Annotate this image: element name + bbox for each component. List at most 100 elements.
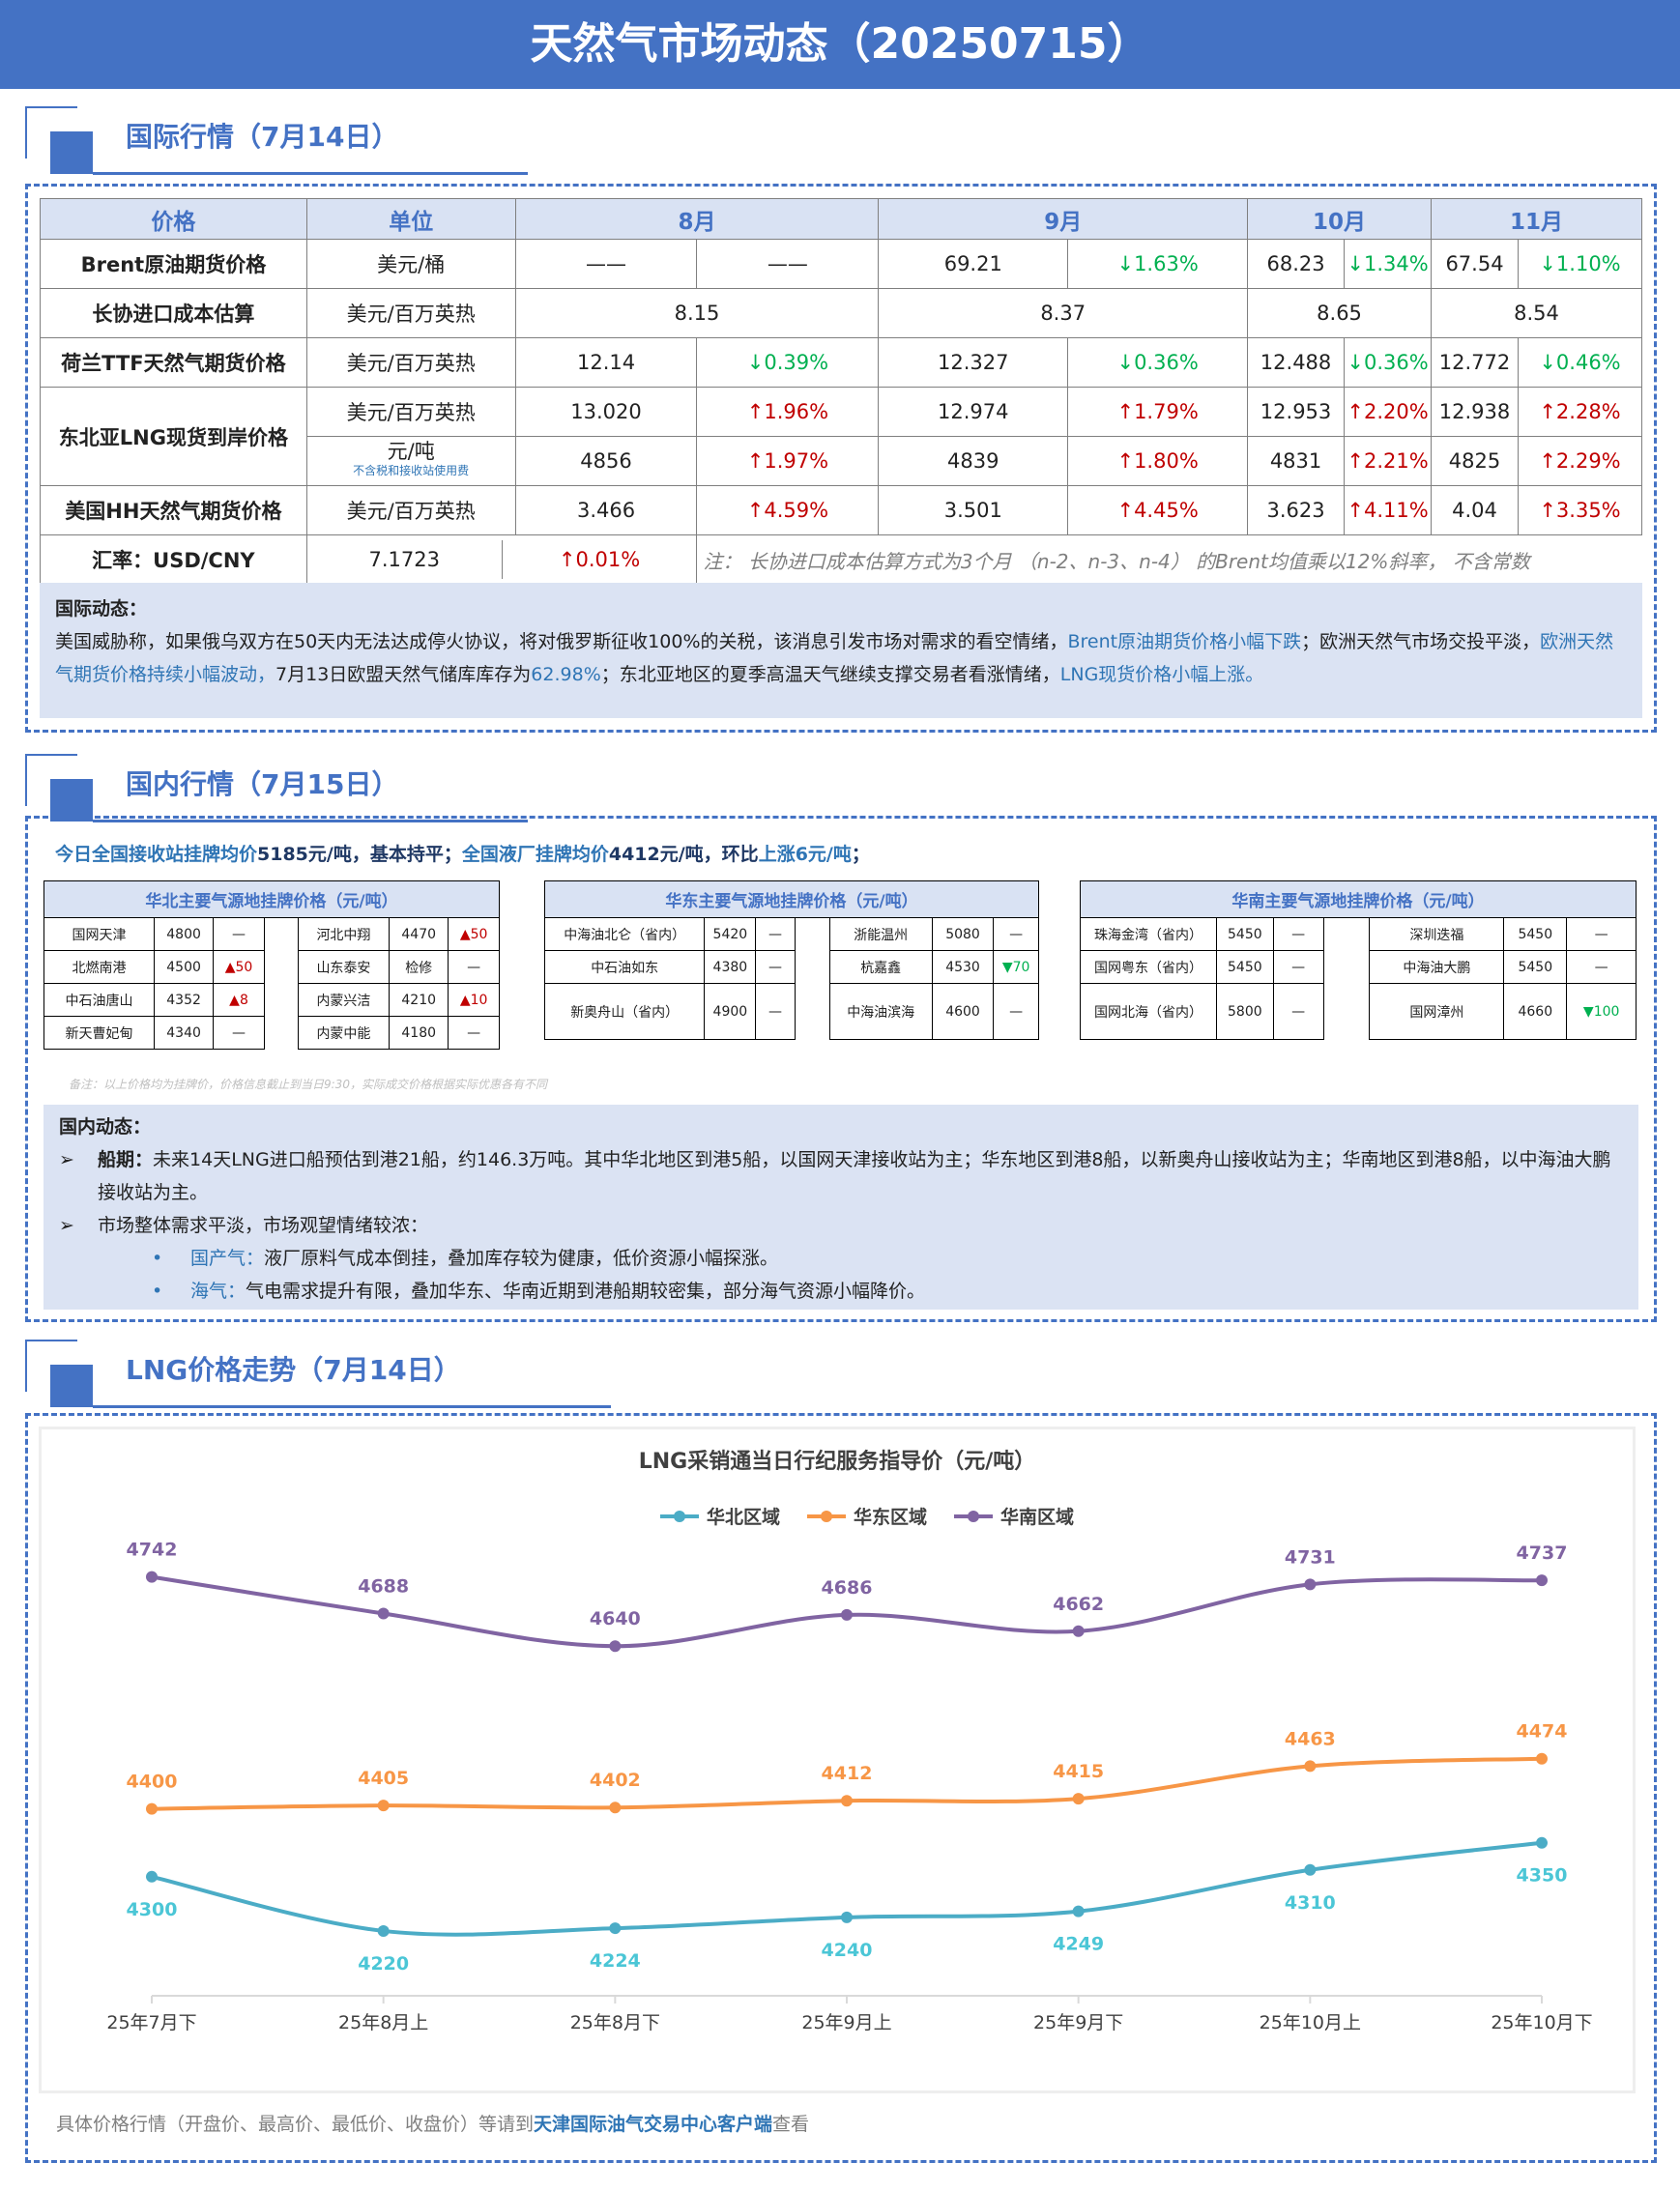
north-price-table: 华北主要气源地挂牌价格（元/吨） 国网天津 4800— 河北中翔 4470 ▲50 北燃南… xyxy=(43,880,500,1050)
data-label: 4310 xyxy=(1285,1892,1336,1914)
table-gap xyxy=(263,917,299,951)
table-cell: — xyxy=(213,917,265,951)
data-point xyxy=(1536,1752,1548,1765)
table-cell: 4800 xyxy=(153,917,215,951)
col-oct: 10月 xyxy=(1247,198,1433,240)
row-hh: 美国HH天然气期货价格 美元/百万英热 3.466 ↑4.59% 3.501 ↑… xyxy=(40,485,1643,535)
table-cell: 4530 xyxy=(931,950,995,984)
col-sep: 9月 xyxy=(878,198,1249,240)
table-cell: 检修 xyxy=(389,950,449,984)
table-row: 新天曹妃甸 4340— 内蒙中能 4180— xyxy=(43,1016,500,1050)
table-cell: ▲8 xyxy=(213,983,265,1017)
table-cell: 新奥舟山（省内） xyxy=(543,983,706,1040)
data-label: 4405 xyxy=(358,1768,409,1789)
table-cell: — xyxy=(213,1016,265,1050)
table-cell: 国网北海（省内） xyxy=(1079,983,1218,1040)
col-nov: 11月 xyxy=(1431,198,1642,240)
table-cell: 4352 xyxy=(153,983,215,1017)
table-cell: — xyxy=(755,917,796,951)
data-point xyxy=(1072,1793,1085,1805)
table-row: 国网粤东（省内） 5450— 中海油大鹏 5450— xyxy=(1079,950,1637,984)
row-brent: Brent原油期货价格 美元/桶 —— —— 69.21 ↓1.63% 68.2… xyxy=(40,239,1643,289)
data-label: 4400 xyxy=(127,1772,178,1793)
table-cell: 5450 xyxy=(1503,950,1568,984)
lng-price-chart: LNG采销通当日行纪服务指导价（元/吨） 华北区域 华东区域 华南区域 25年7月下 25… xyxy=(39,1427,1636,2093)
table-cell: 中石油唐山 xyxy=(43,983,155,1017)
legend-marker xyxy=(674,1511,685,1522)
data-label: 4415 xyxy=(1053,1761,1104,1782)
table-cell: 中海油大鹏 xyxy=(1369,950,1505,984)
table-cell: 国网漳州 xyxy=(1369,983,1505,1040)
data-point xyxy=(146,1571,158,1583)
table-cell: 4470 xyxy=(389,917,449,951)
x-tick-label: 25年7月下 xyxy=(106,2012,196,2033)
row-cost: 长协进口成本估算 美元/百万英热 8.15 8.37 8.65 8.54 xyxy=(40,288,1642,338)
data-label: 4688 xyxy=(358,1576,409,1598)
section-title: 国内行情（7月15日） xyxy=(126,768,399,800)
data-label: 4350 xyxy=(1517,1865,1568,1887)
row-ttf: 荷兰TTF天然气期货价格 美元/百万英热 12.14 ↓0.39% 12.327… xyxy=(40,337,1643,388)
table-gap xyxy=(263,1016,299,1050)
table-cell: 河北中翔 xyxy=(297,917,391,951)
data-point xyxy=(1072,1905,1085,1917)
table-cell: ▼100 xyxy=(1566,983,1637,1040)
table-row: 中石油唐山 4352 ▲8 内蒙兴洁 4210 ▲10 xyxy=(43,983,500,1017)
table-cell: — xyxy=(993,917,1039,951)
data-point xyxy=(609,1640,622,1653)
table-cell: 5080 xyxy=(931,917,995,951)
x-tick-label: 25年10月上 xyxy=(1260,2012,1361,2033)
table-gap xyxy=(794,950,830,984)
footer-note: 具体价格行情（开盘价、最高价、最低价、收盘价）等请到天津国际油气交易中心客户端查… xyxy=(56,2114,810,2135)
data-label: 4737 xyxy=(1517,1542,1568,1564)
data-label: 4220 xyxy=(358,1953,409,1975)
table-cell: — xyxy=(448,1016,500,1050)
table-cell: 内蒙兴洁 xyxy=(297,983,391,1017)
data-label: 4240 xyxy=(822,1940,873,1961)
table-gap xyxy=(263,950,299,984)
table-row: 国网北海（省内） 5800— 国网漳州 4660 ▼100 xyxy=(1079,983,1637,1040)
data-point xyxy=(377,1800,390,1812)
section-title: LNG价格走势（7月14日） xyxy=(126,1354,461,1386)
page-title: 天然气市场动态（20250715） xyxy=(0,0,1680,89)
table-cell: 北燃南港 xyxy=(43,950,155,984)
intl-dynamics: 国际动态： 美国威胁称，如果俄乌双方在50天内无法达成停火协议，将对俄罗斯征收1… xyxy=(40,583,1642,718)
table-row: 北燃南港 4500 ▲50 山东泰安 检修 — xyxy=(43,950,500,984)
data-point xyxy=(841,1795,853,1807)
table-cell: — xyxy=(448,950,500,984)
data-label: 4300 xyxy=(127,1899,178,1920)
table-cell: 国网天津 xyxy=(43,917,155,951)
data-label: 4742 xyxy=(127,1540,178,1561)
table-row: 珠海金湾（省内） 5450— 深圳迭福 5450— xyxy=(1079,917,1637,951)
trend-panel xyxy=(25,1413,1657,2163)
section-title: 国际行情（7月14日） xyxy=(126,121,399,153)
table-cell: 内蒙中能 xyxy=(297,1016,391,1050)
table-cell: 4340 xyxy=(153,1016,215,1050)
table-cell: 浙能温州 xyxy=(828,917,933,951)
table-cell: 5450 xyxy=(1216,950,1274,984)
table-cell: 山东泰安 xyxy=(297,950,391,984)
data-label: 4640 xyxy=(590,1608,641,1629)
col-price: 价格 xyxy=(40,198,307,240)
legend-label: 华南区域 xyxy=(1000,1506,1074,1528)
chart-svg: LNG采销通当日行纪服务指导价（元/吨） 华北区域 华东区域 华南区域 25年7月下 25… xyxy=(106,1449,1592,2033)
col-unit: 单位 xyxy=(305,198,516,240)
data-label: 4474 xyxy=(1517,1721,1568,1743)
table-row: 新奥舟山（省内） 4900— 中海油滨海 4600— xyxy=(543,983,1039,1040)
data-point xyxy=(146,1870,158,1883)
data-label: 4402 xyxy=(590,1770,641,1791)
x-tick-label: 25年9月上 xyxy=(801,2012,891,2033)
remark: 备注：以上价格均为挂牌价，价格信息截止到当日9:30，实际成交价格根据实际优惠各… xyxy=(69,1078,547,1091)
x-tick-label: 25年8月上 xyxy=(338,2012,428,2033)
table-cell: — xyxy=(1566,950,1637,984)
legend-marker xyxy=(821,1511,832,1522)
domestic-panel: 今日全国接收站挂牌均价5185元/吨，基本持平；全国液厂挂牌均价4412元/吨，… xyxy=(25,816,1657,1322)
table-cell: 深圳迭福 xyxy=(1369,917,1505,951)
south-price-table: 华南主要气源地挂牌价格（元/吨） 珠海金湾（省内） 5450— 深圳迭福 5450— 国… xyxy=(1079,880,1637,1040)
col-aug: 8月 xyxy=(514,198,880,240)
table-cell: — xyxy=(755,950,796,984)
legend-label: 华东区域 xyxy=(854,1506,927,1528)
table-cell: — xyxy=(755,983,796,1040)
intl-price-table: 价格 单位 8月 9月 10月 11月 Brent原油期货价格 美元/桶 —— … xyxy=(40,198,1643,585)
table-cell: 4660 xyxy=(1503,983,1568,1040)
table-cell: — xyxy=(1272,983,1324,1040)
